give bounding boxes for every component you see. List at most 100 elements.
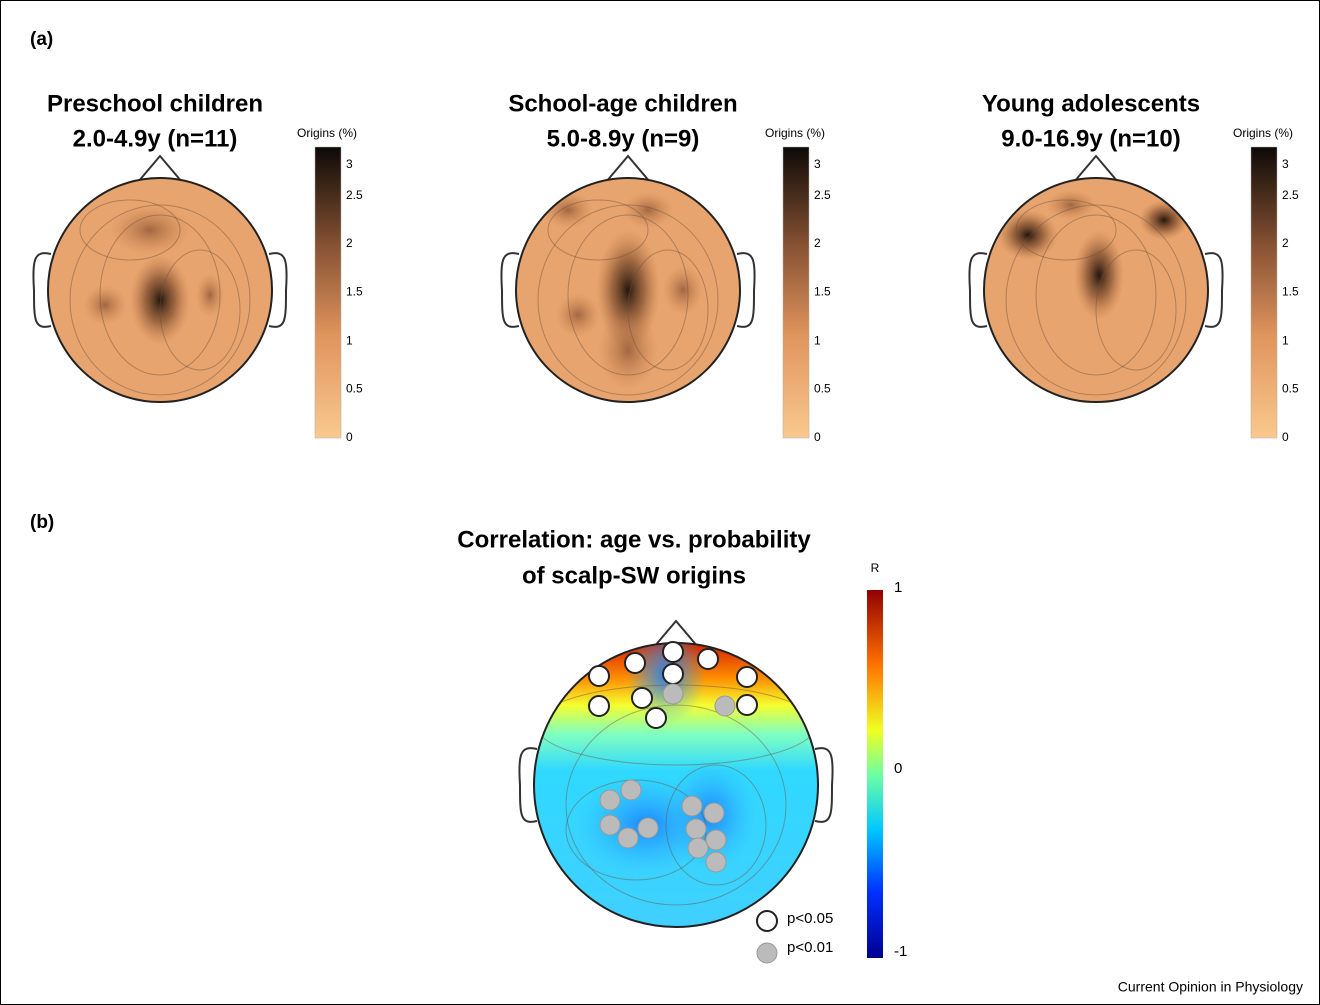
colorbar-tick: 0.5 bbox=[346, 382, 363, 396]
colorbar-tick: 1.5 bbox=[346, 285, 363, 299]
contour bbox=[665, 764, 767, 886]
electrode-p05 bbox=[736, 694, 758, 716]
colorbar-tick: 1.5 bbox=[1282, 285, 1299, 299]
electrode-p01 bbox=[685, 818, 707, 840]
colorbar-tick: 0.5 bbox=[814, 382, 831, 396]
nose bbox=[605, 154, 651, 183]
nose bbox=[653, 619, 699, 648]
electrode-p01 bbox=[599, 814, 621, 836]
legend-label: p<0.01 bbox=[787, 939, 833, 956]
colorbar-tick: 0.5 bbox=[1282, 382, 1299, 396]
colorbar-tick: 3 bbox=[1282, 157, 1289, 171]
ear bbox=[736, 252, 756, 328]
contour bbox=[627, 249, 709, 371]
legend-label: p<0.05 bbox=[787, 910, 833, 927]
colorbar bbox=[314, 146, 342, 439]
colorbar-tick: 1.5 bbox=[814, 285, 831, 299]
blob bbox=[196, 273, 224, 317]
colorbar-tick: 1 bbox=[1282, 333, 1289, 347]
contour bbox=[99, 214, 221, 376]
contour bbox=[1095, 249, 1177, 371]
contour bbox=[547, 199, 649, 261]
colorbar-tick: 2 bbox=[1282, 236, 1289, 250]
electrode-p05 bbox=[588, 665, 610, 687]
blob bbox=[83, 285, 127, 325]
blob bbox=[598, 310, 658, 390]
blob bbox=[1046, 190, 1096, 220]
electrode-p05 bbox=[662, 641, 684, 663]
blob bbox=[623, 192, 673, 228]
colorbar-tick: 3 bbox=[814, 157, 821, 171]
electrode-p05 bbox=[662, 663, 684, 685]
contour bbox=[567, 214, 689, 376]
colorbar-tick: 1 bbox=[814, 333, 821, 347]
colorbar-tick: 2 bbox=[814, 236, 821, 250]
colorbar-tick: 1 bbox=[894, 579, 902, 596]
contour bbox=[69, 204, 251, 396]
colorbar-tick: 2.5 bbox=[814, 188, 831, 202]
nose bbox=[137, 154, 183, 183]
ear bbox=[32, 252, 52, 328]
panel-title: of scalp-SW origins bbox=[522, 562, 746, 589]
scalp-map bbox=[998, 190, 1189, 396]
electrode-p01 bbox=[705, 829, 727, 851]
electrode-p05 bbox=[645, 707, 667, 729]
map-title: School-age children bbox=[508, 90, 737, 117]
blob bbox=[556, 293, 600, 337]
blob bbox=[1139, 200, 1189, 240]
electrode-p01 bbox=[617, 827, 639, 849]
legend-marker bbox=[756, 942, 778, 964]
ear bbox=[518, 747, 538, 823]
colorbar-label: Origins (%) bbox=[765, 126, 825, 140]
colorbar-tick: 1 bbox=[346, 333, 353, 347]
ear bbox=[500, 252, 520, 328]
panel-label: (a) bbox=[30, 29, 53, 50]
contour bbox=[1035, 214, 1157, 376]
electrode-p01 bbox=[714, 695, 736, 717]
colorbar-label: Origins (%) bbox=[297, 126, 357, 140]
electrode-p01 bbox=[662, 683, 684, 705]
panel-label: (b) bbox=[30, 512, 54, 533]
contour bbox=[1005, 204, 1187, 396]
colorbar bbox=[782, 146, 810, 439]
colorbar-tick: 0 bbox=[346, 430, 353, 444]
head-outline bbox=[515, 177, 741, 403]
map-title: Young adolescents bbox=[982, 90, 1200, 117]
electrode-p01 bbox=[681, 795, 703, 817]
contour bbox=[1015, 199, 1117, 261]
electrode-p01 bbox=[705, 851, 727, 873]
map-subtitle: 2.0-4.9y (n=11) bbox=[73, 125, 238, 152]
scalp-map bbox=[537, 192, 719, 396]
blob bbox=[998, 210, 1058, 260]
colorbar bbox=[867, 590, 883, 958]
electrode-p01 bbox=[620, 779, 642, 801]
colorbar-tick: 2 bbox=[346, 236, 353, 250]
colorbar-tick: 2.5 bbox=[1282, 188, 1299, 202]
contour bbox=[159, 249, 241, 371]
electrode-p01 bbox=[687, 837, 709, 859]
colorbar-tick: 0 bbox=[814, 430, 821, 444]
colorbar-tick: 3 bbox=[346, 157, 353, 171]
blob bbox=[110, 205, 190, 255]
head-outline bbox=[47, 177, 273, 403]
colorbar-label: R bbox=[871, 561, 880, 575]
ear bbox=[1204, 252, 1224, 328]
head-outline bbox=[983, 177, 1209, 403]
contour bbox=[79, 199, 181, 261]
map-title: Preschool children bbox=[47, 90, 263, 117]
electrode-p05 bbox=[736, 666, 758, 688]
ear bbox=[268, 252, 288, 328]
blob bbox=[130, 255, 190, 345]
contour bbox=[565, 704, 787, 906]
panel-title: Correlation: age vs. probability bbox=[457, 526, 811, 553]
legend-marker bbox=[756, 910, 778, 932]
colorbar-label: Origins (%) bbox=[1233, 126, 1293, 140]
scalp-map bbox=[69, 199, 251, 396]
blob bbox=[1074, 230, 1124, 320]
electrode-p05 bbox=[588, 695, 610, 717]
electrode-p05 bbox=[697, 648, 719, 670]
electrode-p01 bbox=[599, 789, 621, 811]
footer: Current Opinion in Physiology bbox=[1118, 979, 1303, 995]
